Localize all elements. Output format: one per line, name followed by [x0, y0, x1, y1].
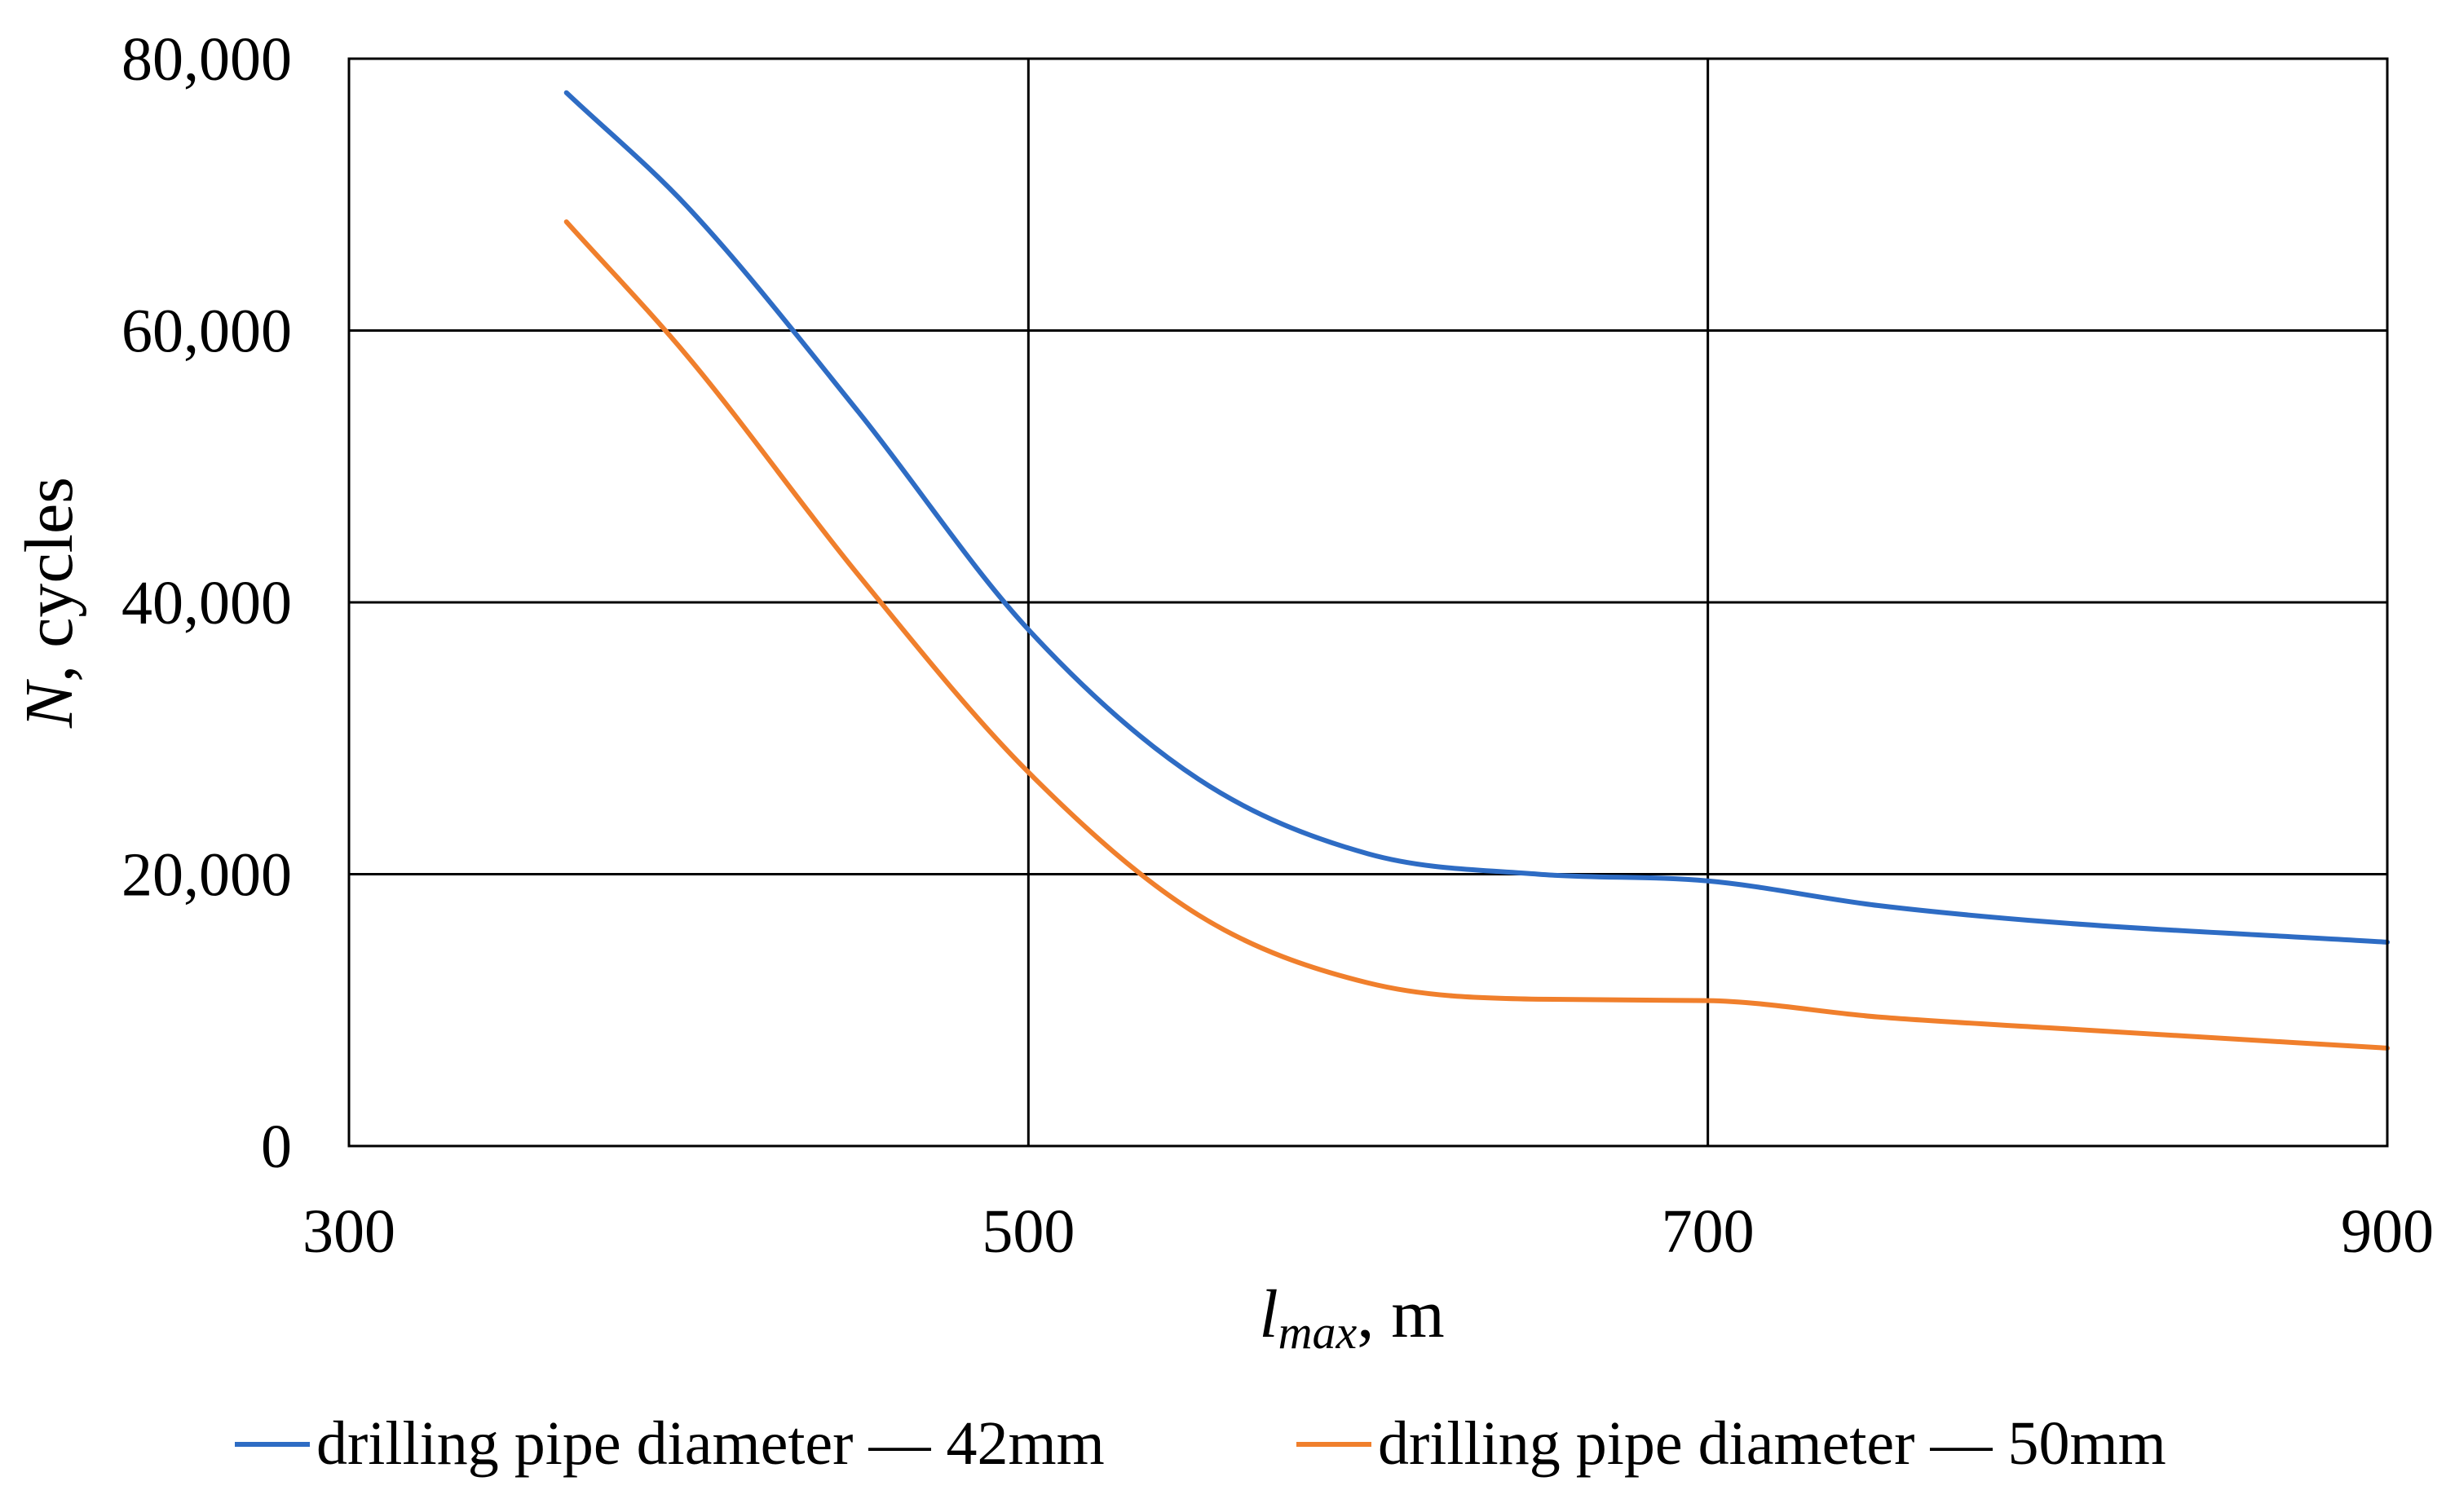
series-line-42mm: [563, 90, 2390, 945]
x-axis-title-var: l: [1259, 1276, 1278, 1352]
legend-label: drilling pipe diameter — 42mm: [316, 1409, 1105, 1478]
x-tick-label: 900: [2341, 1197, 2434, 1266]
y-tick-label: 0: [261, 1113, 292, 1181]
x-tick-label: 700: [1662, 1197, 1755, 1266]
x-axis-title-rest: , m: [1357, 1276, 1444, 1352]
tick-labels: 0 20,000 40,000 60,000 80,000 300 500 700 900: [121, 25, 2434, 1266]
plot-area-border: [347, 57, 2389, 1148]
y-tick-label: 40,000: [121, 569, 292, 637]
series-lines: [563, 90, 2390, 1051]
y-tick-label: 60,000: [121, 298, 292, 366]
y-axis-title-rest: , cycles: [11, 477, 87, 682]
y-axis-title: N, cycles: [11, 477, 87, 729]
x-axis-title: lmax, m: [1259, 1276, 1444, 1359]
series-line-50mm: [563, 219, 2390, 1051]
legend-label: drilling pipe diameter — 50mm: [1378, 1409, 2166, 1478]
x-tick-label: 300: [302, 1197, 395, 1266]
legend-item: drilling pipe diameter — 42mm: [235, 1409, 1105, 1478]
legend: drilling pipe diameter — 42mm drilling pi…: [235, 1409, 2166, 1478]
y-tick-label: 80,000: [121, 25, 292, 94]
legend-item: drilling pipe diameter — 50mm: [1296, 1409, 2166, 1478]
y-axis-title-var: N: [11, 679, 87, 729]
y-tick-label: 20,000: [121, 841, 292, 910]
x-axis-title-sub: max: [1278, 1306, 1358, 1359]
x-tick-label: 500: [982, 1197, 1075, 1266]
